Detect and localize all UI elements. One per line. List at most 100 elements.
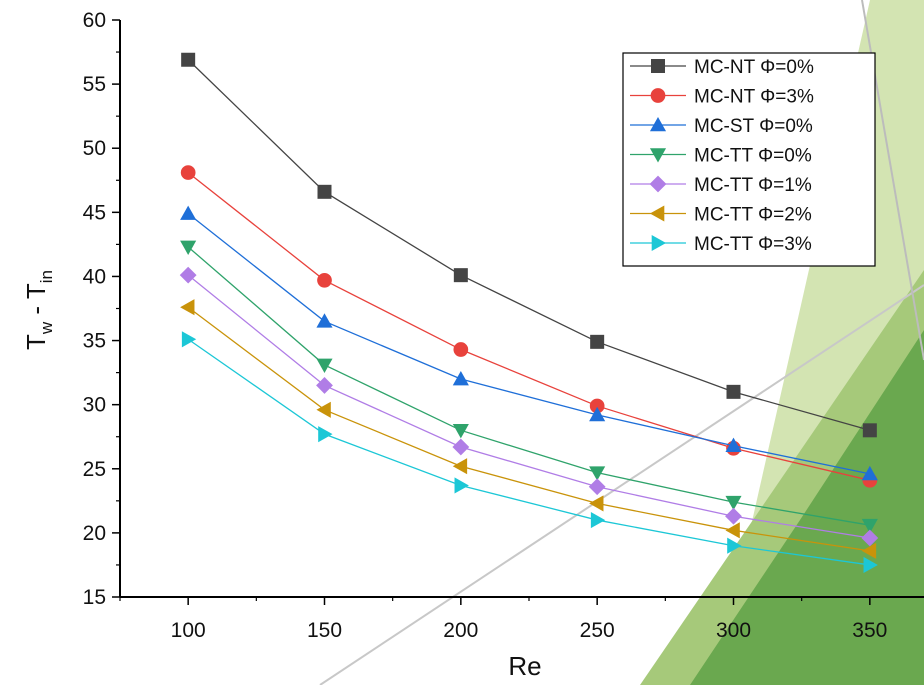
y-axis-title-sub-in: in — [37, 270, 56, 283]
data-point — [589, 398, 605, 414]
data-point — [452, 458, 468, 475]
y-tick-label: 35 — [83, 330, 106, 353]
legend-marker — [651, 234, 667, 252]
legend-label: MC-TT Φ=1% — [694, 175, 812, 196]
data-point — [590, 334, 605, 349]
x-tick-label: 100 — [171, 619, 206, 642]
legend-marker — [650, 88, 666, 103]
series-3 — [180, 205, 878, 481]
legend-box — [622, 52, 876, 267]
y-tick-label: 25 — [83, 458, 106, 481]
legend-item: MC-TT Φ=2% — [630, 205, 812, 226]
y-tick-label: 45 — [83, 201, 106, 224]
x-axis-title: Re — [508, 651, 541, 681]
data-point — [589, 406, 606, 422]
legend-label: MC-TT Φ=3% — [694, 234, 812, 255]
y-axis-title-mid: - T — [21, 283, 51, 322]
data-point — [316, 313, 333, 328]
data-point — [862, 423, 877, 438]
data-point — [180, 299, 195, 316]
series-line — [187, 213, 870, 475]
legend-items: MC-NT Φ=0% MC-NT Φ=3% MC-ST Φ=0% MC-TT Φ=0%… — [630, 57, 814, 255]
data-point — [588, 478, 606, 496]
series-line — [187, 172, 870, 481]
data-point — [863, 556, 878, 573]
data-point — [727, 537, 742, 554]
data-point — [861, 529, 879, 547]
background-diagonal-line — [319, 284, 924, 685]
series-6 — [180, 299, 877, 559]
legend-marker — [649, 116, 667, 132]
data-point — [725, 522, 740, 539]
series-line — [187, 338, 870, 566]
data-point — [316, 358, 333, 373]
data-point — [180, 165, 196, 180]
series-line — [187, 306, 870, 552]
x-tick-label: 150 — [307, 619, 342, 642]
data-point — [589, 466, 606, 481]
x-tick-label: 350 — [852, 619, 887, 642]
data-point — [861, 542, 877, 559]
legend-marker — [649, 148, 667, 163]
series-4 — [180, 240, 878, 534]
series-line — [187, 274, 870, 539]
y-tick-label: 15 — [83, 586, 106, 609]
legend-marker — [651, 59, 665, 73]
x-axis-ticks: 100 150 200 250 300 350 — [119, 597, 887, 642]
data-point — [180, 205, 197, 220]
series-layer — [179, 52, 879, 573]
legend-label: MC-TT Φ=0% — [694, 146, 812, 167]
data-point — [180, 240, 197, 256]
y-tick-label: 50 — [83, 137, 106, 160]
y-axis-ticks: 15 20 25 30 35 40 45 50 55 60 — [83, 9, 120, 609]
data-point — [181, 52, 196, 67]
series-5 — [179, 266, 879, 547]
series-7 — [181, 331, 878, 573]
y-tick-label: 55 — [83, 73, 106, 96]
legend-item: MC-TT Φ=0% — [630, 146, 812, 167]
legend: MC-NT Φ=0% MC-NT Φ=3% MC-ST Φ=0% MC-TT Φ=0%… — [622, 52, 876, 267]
x-tick-label: 200 — [443, 619, 478, 642]
data-point — [452, 438, 470, 456]
series-1 — [181, 52, 877, 438]
y-tick-label: 60 — [83, 9, 106, 32]
y-tick-label: 20 — [83, 522, 106, 545]
data-point — [179, 266, 197, 284]
data-point — [452, 370, 469, 386]
y-tick-label: 30 — [83, 394, 106, 417]
data-point — [861, 465, 878, 481]
data-point — [181, 331, 197, 348]
data-point — [861, 518, 878, 534]
x-tick-label: 300 — [716, 619, 751, 642]
data-point — [589, 495, 604, 512]
y-tick-label: 40 — [83, 265, 106, 288]
x-tick-label: 250 — [580, 619, 615, 642]
legend-label: MC-NT Φ=0% — [694, 57, 814, 78]
legend-marker — [649, 175, 667, 193]
data-point — [453, 342, 469, 357]
data-point — [725, 495, 742, 511]
data-point — [453, 268, 468, 283]
data-point — [725, 437, 742, 452]
y-axis-title-sub-w: w — [37, 321, 56, 335]
data-point — [318, 426, 333, 443]
legend-marker — [649, 205, 665, 222]
y-axis-title-main: T — [21, 334, 51, 350]
series-line — [187, 59, 871, 431]
legend-item: MC-TT Φ=3% — [630, 234, 812, 255]
data-point — [317, 184, 332, 199]
series-line — [187, 246, 870, 526]
plot-area: 100 150 200 250 300 350 15 20 25 30 35 40 45 50 55 60 — [83, 9, 924, 642]
data-point — [316, 401, 331, 418]
legend-item: MC-NT Φ=0% — [630, 57, 814, 78]
data-point — [316, 377, 333, 394]
data-point — [590, 512, 606, 529]
data-point — [725, 507, 742, 525]
legend-item: MC-TT Φ=1% — [630, 175, 812, 196]
legend-label: MC-TT Φ=2% — [694, 205, 812, 226]
legend-item: MC-NT Φ=3% — [630, 87, 814, 108]
data-point — [726, 384, 741, 399]
legend-item: MC-ST Φ=0% — [630, 116, 813, 137]
